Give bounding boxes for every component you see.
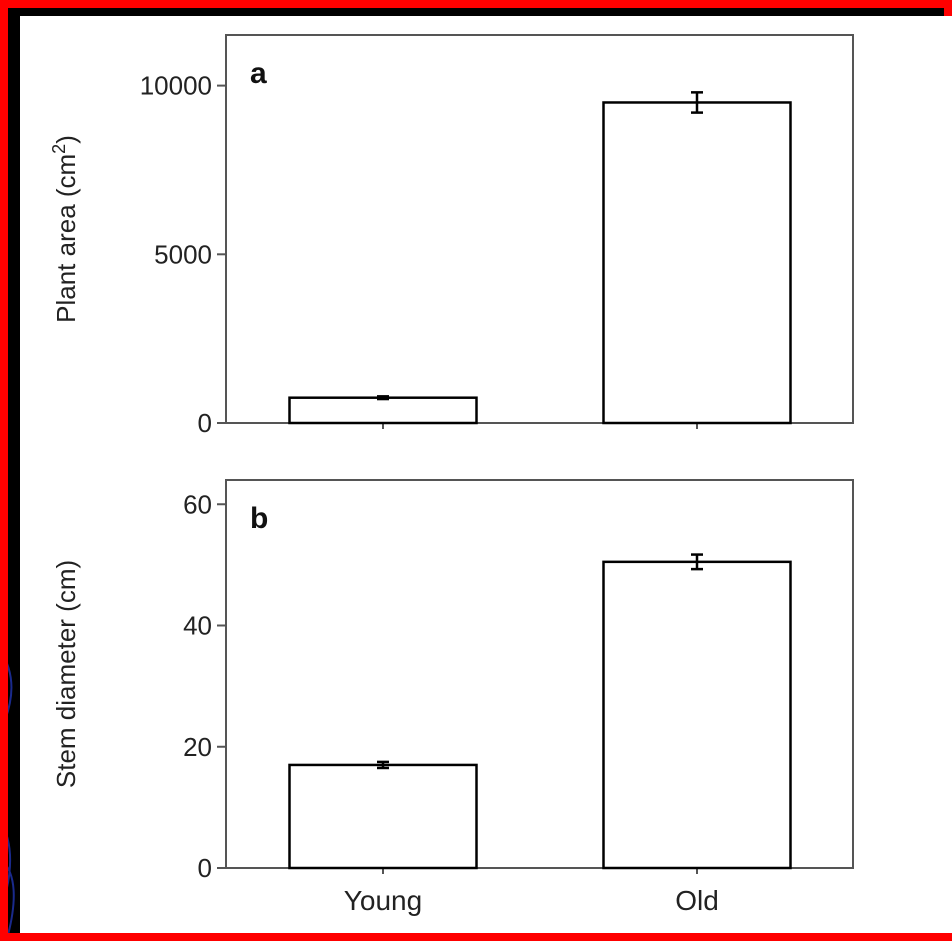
y-axis-label-superscript: 2 (49, 144, 69, 154)
y-tick-label: 5000 (154, 239, 212, 269)
y-axis-label-text: Plant area (cm (51, 154, 81, 323)
x-tick-label: Young (344, 885, 422, 916)
y-tick-label: 60 (183, 489, 212, 519)
chart-stem-diameter: 0 20 40 60 Young Old b Stem diameter (cm) (51, 479, 854, 916)
y-tick-label: 40 (183, 611, 212, 641)
bar-old (602, 101, 792, 425)
plot-frame (225, 479, 854, 869)
x-tick-label: Old (675, 885, 719, 916)
y-tick-label: 0 (198, 408, 212, 438)
y-tick-label: 0 (198, 853, 212, 883)
y-tick-label: 20 (183, 732, 212, 762)
y-axis-label: Plant area (cm2) (49, 135, 81, 323)
panel-label: b (250, 502, 268, 535)
bar-old (602, 560, 792, 870)
y-axis-label-text: Stem diameter (cm) (51, 560, 81, 788)
bar-young (288, 763, 478, 870)
figure-panel (20, 16, 952, 933)
plot-frame (225, 34, 854, 424)
chart-plant-area: 0 5000 10000 a Plant area (cm2) (49, 34, 854, 438)
y-tick-label: 10000 (140, 71, 212, 101)
y-axis-label: Stem diameter (cm) (51, 560, 81, 788)
panel-label: a (250, 57, 267, 90)
y-axis-label-end: ) (51, 135, 81, 144)
bar-young (288, 396, 478, 425)
